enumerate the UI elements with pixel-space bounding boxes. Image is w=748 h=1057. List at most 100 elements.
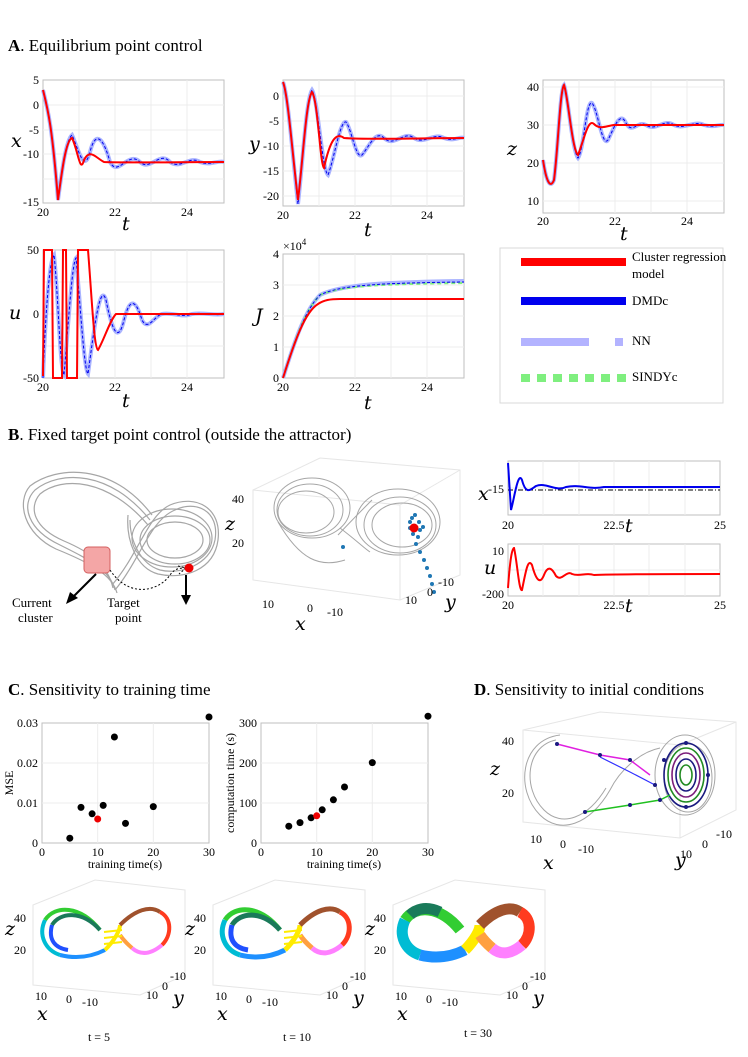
x-ticks: 20 22 24 (537, 214, 693, 228)
axes-frame (542, 79, 725, 214)
green-trajectory (584, 794, 671, 813)
svg-text:-10: -10 (350, 969, 366, 983)
svg-text:20: 20 (374, 943, 386, 957)
grid (283, 80, 464, 206)
svg-text:25: 25 (714, 598, 726, 612)
data-point (205, 713, 213, 721)
highlight-point (94, 815, 102, 823)
y-label: MSE (2, 771, 16, 796)
z-ticks: 40 20 (374, 911, 386, 957)
attractor-lorenz (22, 471, 219, 594)
z-ticks: 40 20 (232, 492, 244, 550)
svg-text:30: 30 (422, 845, 434, 859)
y-label: y (532, 987, 544, 1009)
svg-text:-10: -10 (442, 995, 458, 1009)
svg-text:-20: -20 (263, 189, 279, 203)
z-label: z (4, 918, 16, 940)
svg-text:10: 10 (92, 845, 104, 859)
x-label: t (364, 219, 372, 241)
svg-text:-10: -10 (262, 995, 278, 1009)
d-3d-plot: 40 20 z 10 0 -10 x 10 0 -10 y (489, 711, 737, 874)
svg-text:10: 10 (35, 989, 47, 1003)
plot-a-J: 4 3 2 1 0 ×104 20 22 24 J t (251, 237, 465, 414)
x-ticks: 20 22 24 (277, 380, 433, 394)
x-label: t (625, 515, 633, 537)
y-ticks: 100-10 (506, 969, 546, 1002)
legend-label-cluster: Cluster regression (632, 249, 727, 264)
svg-text:-10: -10 (23, 147, 39, 161)
y-ticks: 100-10 (680, 827, 732, 861)
cluster-arrowhead (66, 592, 78, 604)
section-b-title: B. Fixed target point control (outside t… (8, 425, 351, 444)
cluster-line (42, 249, 224, 379)
cluster-caption: t = 5 (88, 1030, 110, 1044)
svg-text:10: 10 (146, 988, 158, 1002)
y-ticks: 100-10 (405, 575, 454, 607)
svg-text:10: 10 (506, 988, 518, 1002)
y-ticks: 100-10 (326, 969, 366, 1002)
section-d-title: D. Sensitivity to initial conditions (474, 680, 704, 699)
z-label: z (364, 918, 376, 940)
target-point-label-line2: point (115, 610, 142, 625)
svg-text:10: 10 (326, 988, 338, 1002)
svg-text:0.02: 0.02 (17, 756, 38, 770)
svg-text:24: 24 (421, 380, 433, 394)
points (66, 713, 213, 842)
svg-text:10: 10 (215, 989, 227, 1003)
target-arrowhead (181, 595, 191, 605)
y-label: y (172, 987, 184, 1009)
cluster-line (42, 89, 225, 201)
svg-text:-5: -5 (29, 123, 39, 137)
svg-text:5: 5 (33, 73, 39, 87)
svg-text:20: 20 (232, 536, 244, 550)
trajectory-to-target (109, 567, 187, 590)
svg-text:40: 40 (527, 80, 539, 94)
y-ticks: 0 -5 -10 -15 -20 (263, 89, 279, 203)
svg-text:-15: -15 (263, 164, 279, 178)
svg-text:0: 0 (33, 307, 39, 321)
y-ticks: 300 200 100 0 (239, 716, 257, 850)
svg-text:-10: -10 (716, 827, 732, 841)
c-comp-scatter: 300 200 100 0 0 10 20 30 training time(s) comp… (223, 712, 434, 871)
data-point (329, 796, 337, 804)
x-label: t (364, 392, 372, 414)
target-point-label: Target (107, 595, 140, 610)
svg-text:20: 20 (527, 156, 539, 170)
y-label: u (9, 302, 21, 324)
grid (261, 723, 428, 843)
x-ticks: 20 22 24 (37, 380, 193, 394)
x-ticks: 10 0 -10 (215, 989, 278, 1009)
z-label: z (184, 918, 196, 940)
svg-text:40: 40 (502, 734, 514, 748)
cluster-arrow (71, 573, 97, 599)
svg-text:0: 0 (307, 601, 313, 615)
data-point (77, 803, 85, 811)
u-trajectory (507, 546, 721, 592)
svg-text:24: 24 (421, 208, 433, 222)
svg-text:200: 200 (239, 756, 257, 770)
b-3d-plot: 40 20 z 10 0 -10 x 10 0 -10 y (224, 457, 461, 635)
center-strands (103, 929, 123, 945)
svg-text:0: 0 (702, 837, 708, 851)
x-label: x (37, 1003, 48, 1025)
svg-text:40: 40 (232, 492, 244, 506)
c-mse-scatter: 0.03 0.02 0.01 0 0 10 20 30 training time(s) M… (2, 713, 215, 871)
x-ticks: 10 0 -10 (530, 832, 594, 856)
x-ticks: 20 22.5 25 (502, 598, 726, 612)
section-a-title: A. Equilibrium point control (8, 36, 203, 55)
plot-a-u: 50 0 -50 20 22 24 u t (9, 243, 225, 412)
current-cluster-label-line2: cluster (18, 610, 53, 625)
svg-text:20: 20 (537, 214, 549, 228)
svg-text:20: 20 (502, 786, 514, 800)
data-point (88, 810, 96, 818)
svg-text:0: 0 (251, 836, 257, 850)
cluster-line (282, 297, 464, 379)
svg-text:24: 24 (681, 214, 693, 228)
x-label: x (397, 1003, 408, 1025)
data-point (424, 712, 432, 720)
svg-text:20: 20 (502, 518, 514, 532)
svg-text:0: 0 (427, 585, 433, 599)
svg-text:22: 22 (349, 380, 361, 394)
